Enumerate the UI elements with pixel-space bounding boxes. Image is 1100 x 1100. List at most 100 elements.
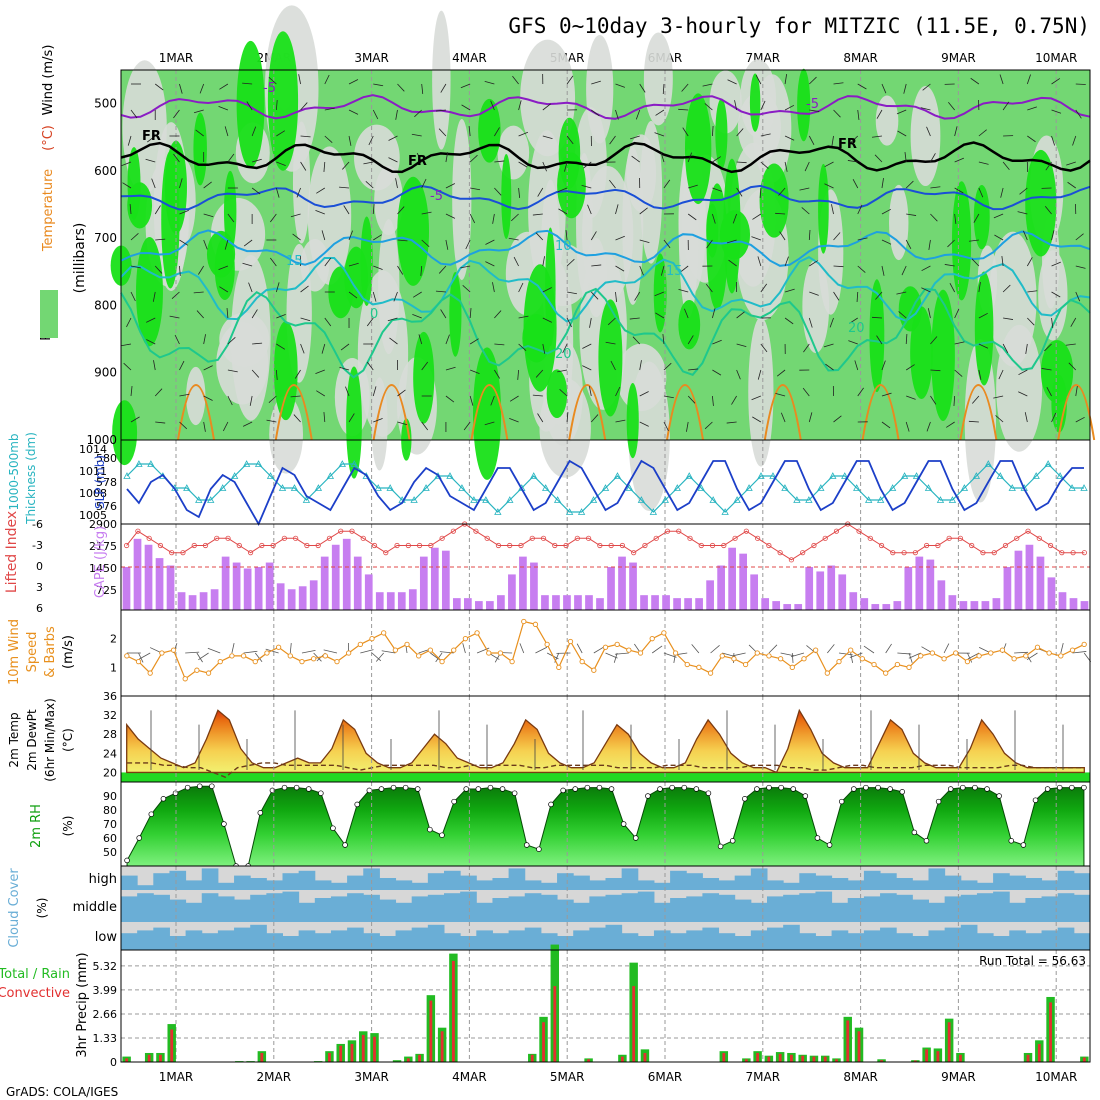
wind-speed-point <box>988 650 994 656</box>
precip-conv-bar <box>260 1052 264 1062</box>
contour-label: 15 <box>666 264 683 279</box>
rh-point <box>439 832 445 838</box>
cloud-bar <box>460 875 477 890</box>
wind-barb <box>509 418 519 423</box>
wind-barb <box>948 101 955 111</box>
wind-barb <box>660 265 665 276</box>
wind-barb <box>944 264 955 267</box>
wind-barb <box>154 265 163 274</box>
rh-moist-region <box>397 176 430 286</box>
cape-bar <box>981 601 990 610</box>
wind-barb <box>535 646 548 654</box>
wind-barb <box>1051 109 1062 114</box>
cloud-bar <box>912 899 929 922</box>
wind-barb <box>609 135 616 145</box>
cape-bar <box>287 589 296 610</box>
cloud-bar <box>379 899 397 922</box>
pressure-tick-label: 600 <box>94 164 117 178</box>
thickness-point <box>219 484 227 491</box>
cloud-bar <box>1009 930 1026 950</box>
cloud-bar <box>330 930 348 950</box>
wind-barb <box>1002 161 1010 171</box>
cloud-level-label: middle <box>73 900 117 915</box>
cloud-bar <box>944 896 962 922</box>
cloud-bar <box>993 936 1010 950</box>
cape-bar <box>188 595 197 610</box>
wind-barb <box>838 652 853 656</box>
wind-barb <box>978 369 982 380</box>
run-total-label: Run Total = 56.63 <box>979 954 1086 968</box>
precip-conv-bar <box>767 1056 771 1062</box>
wind-barb <box>227 395 233 406</box>
wind-barb <box>365 181 374 189</box>
li-point <box>281 535 287 541</box>
rh-moist-region <box>112 400 138 466</box>
rh-dry-region <box>626 134 657 213</box>
wind-barb <box>537 413 544 423</box>
cloud-bar <box>960 894 978 922</box>
cape-bar <box>607 567 615 610</box>
wind-barb <box>704 421 713 430</box>
wind-barb <box>943 643 950 654</box>
wind-barb <box>1051 135 1056 146</box>
wind-barb <box>687 213 697 221</box>
thickness-point <box>1056 472 1064 479</box>
wind-barb <box>751 236 761 241</box>
cloud-bar <box>605 924 623 950</box>
li-point <box>293 535 299 541</box>
cloud-unit-label: (%) <box>35 898 49 919</box>
wind-barb <box>946 421 955 428</box>
rh-legend-swatch <box>40 290 58 338</box>
rh-point <box>608 786 615 792</box>
wind-barb <box>736 161 747 164</box>
li-point <box>202 542 209 549</box>
li-point <box>980 550 986 556</box>
cloud-bar <box>928 902 946 922</box>
wind-barb <box>1068 362 1077 371</box>
cloud-bar <box>1009 902 1026 922</box>
thickness-point <box>446 472 454 479</box>
wind-barb <box>1018 391 1028 397</box>
wind-barb <box>615 386 621 397</box>
wind-barb <box>397 83 405 92</box>
wind-barb <box>414 109 422 118</box>
cape-bar <box>618 556 626 610</box>
wind-barb <box>921 265 931 272</box>
wind-speed-point <box>147 670 153 676</box>
cloud-bar <box>330 896 348 922</box>
wind-barb <box>494 310 502 319</box>
li-point <box>687 535 693 541</box>
wind-speed-point <box>509 658 515 665</box>
wind-speed-point <box>614 641 620 648</box>
cape-bar <box>926 559 935 610</box>
li-point <box>169 550 175 556</box>
cape-tick: 2175 <box>89 540 117 553</box>
thickness-point <box>841 472 849 479</box>
rh-point <box>935 798 942 805</box>
wind-barb <box>276 130 286 137</box>
wind-barb <box>324 317 332 327</box>
rh-tick: 90 <box>103 790 117 803</box>
thickness-point <box>745 484 753 491</box>
wind-barb <box>593 646 605 654</box>
wind-barb <box>904 152 907 163</box>
wind-barb <box>712 308 716 319</box>
wind-barb <box>1019 187 1028 195</box>
wind-speed-point <box>357 641 363 648</box>
wind-barb <box>954 341 965 345</box>
wind-barb <box>509 395 519 402</box>
rh-point <box>984 786 990 792</box>
wind-barb <box>591 109 600 117</box>
rh-point <box>354 801 360 808</box>
wind-barb <box>368 135 374 146</box>
li-point <box>563 542 569 549</box>
wind-barb <box>290 213 301 218</box>
wind-barb <box>324 257 332 267</box>
wind-barb <box>418 334 423 345</box>
isotherm-contour <box>120 256 1091 323</box>
isotherm-contour <box>120 184 1091 211</box>
wind-barb <box>687 152 692 163</box>
wind-barb <box>663 395 674 399</box>
li-point <box>191 542 197 549</box>
cape-bar <box>706 580 714 610</box>
